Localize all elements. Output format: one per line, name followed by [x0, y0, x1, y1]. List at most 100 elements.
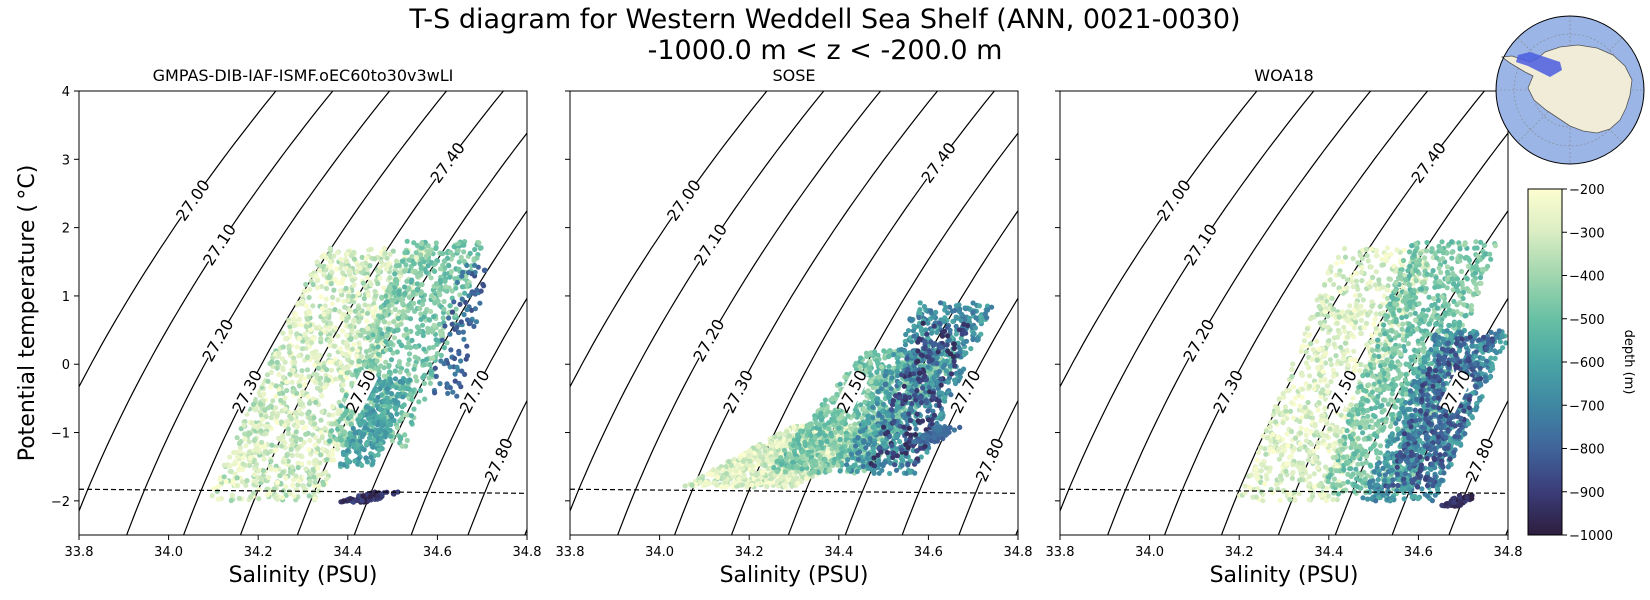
data-point — [774, 458, 781, 464]
data-point — [316, 365, 322, 371]
data-point — [446, 315, 452, 321]
data-point — [330, 451, 336, 457]
data-point — [260, 417, 266, 423]
data-point — [274, 413, 280, 419]
data-point — [920, 331, 926, 337]
data-point — [747, 447, 753, 454]
data-point — [374, 415, 381, 421]
data-point — [256, 487, 262, 493]
data-point — [402, 432, 408, 438]
data-point — [308, 340, 315, 346]
data-point — [283, 475, 289, 481]
data-point — [387, 433, 394, 439]
data-point — [857, 364, 863, 370]
data-point — [304, 316, 311, 322]
data-point — [942, 315, 948, 321]
data-point — [460, 269, 466, 275]
data-point — [329, 301, 335, 307]
data-point — [307, 470, 313, 477]
contour-label-bg — [201, 223, 239, 267]
data-point — [718, 484, 725, 490]
data-point — [786, 464, 792, 470]
data-point — [403, 262, 409, 268]
data-point — [338, 265, 344, 271]
data-point — [912, 470, 918, 476]
data-point — [451, 355, 458, 362]
panel-model: GMPAS-DIB-IAF-ISMF.oEC60to30v3wLI 27.002… — [51, 66, 542, 588]
data-point — [364, 318, 370, 324]
data-point — [917, 300, 923, 306]
data-point — [366, 292, 372, 299]
data-point — [768, 450, 774, 456]
data-point — [870, 385, 876, 391]
data-point — [953, 331, 959, 337]
data-point — [399, 343, 405, 349]
data-point — [331, 253, 337, 259]
data-point — [837, 436, 843, 442]
data-point — [386, 362, 392, 368]
data-point — [375, 493, 381, 499]
data-point — [300, 293, 306, 299]
data-point — [331, 343, 337, 349]
data-point — [388, 357, 395, 363]
data-point — [282, 440, 288, 446]
data-point — [299, 346, 305, 352]
data-point — [910, 328, 917, 334]
data-point — [359, 254, 365, 260]
data-point — [236, 440, 242, 447]
data-point — [852, 363, 858, 369]
data-point — [211, 485, 217, 492]
data-point — [780, 443, 786, 449]
data-point — [372, 288, 378, 294]
data-point — [802, 461, 808, 468]
data-point — [970, 310, 976, 316]
data-point — [894, 368, 900, 374]
data-point — [209, 493, 215, 499]
data-point — [762, 462, 768, 469]
data-point — [463, 299, 469, 306]
data-point — [789, 483, 795, 489]
data-point — [417, 305, 423, 312]
data-point — [774, 469, 781, 475]
data-point — [215, 484, 221, 490]
data-point — [299, 298, 306, 304]
data-point — [428, 308, 434, 315]
panel-title: SOSE — [772, 66, 815, 85]
data-point — [252, 472, 258, 478]
data-point — [400, 394, 406, 400]
data-point — [832, 445, 838, 451]
data-point — [758, 454, 764, 460]
data-point — [794, 444, 800, 450]
data-point — [421, 362, 427, 368]
data-point — [366, 331, 372, 337]
data-point — [412, 268, 418, 274]
data-point — [808, 445, 814, 451]
data-point — [349, 346, 355, 352]
data-point — [341, 498, 347, 504]
data-point — [313, 273, 319, 279]
data-point — [289, 367, 295, 373]
data-point — [438, 358, 444, 364]
data-point — [407, 391, 413, 397]
data-point — [335, 333, 341, 339]
data-point — [454, 324, 460, 331]
data-point — [874, 358, 880, 364]
data-point — [426, 317, 432, 323]
data-point — [818, 410, 824, 416]
data-point — [242, 436, 248, 442]
data-point — [728, 462, 735, 468]
data-point — [231, 449, 237, 456]
data-point — [827, 467, 833, 473]
data-point — [346, 353, 352, 360]
data-point — [403, 326, 409, 332]
data-point — [897, 380, 903, 386]
data-point — [343, 339, 349, 346]
data-point — [384, 395, 390, 401]
data-point — [848, 451, 855, 457]
data-point — [936, 368, 943, 375]
data-point — [890, 413, 896, 419]
data-point — [391, 417, 397, 424]
data-point — [456, 329, 462, 336]
data-point — [278, 419, 284, 425]
contour-label-bg — [230, 369, 265, 414]
